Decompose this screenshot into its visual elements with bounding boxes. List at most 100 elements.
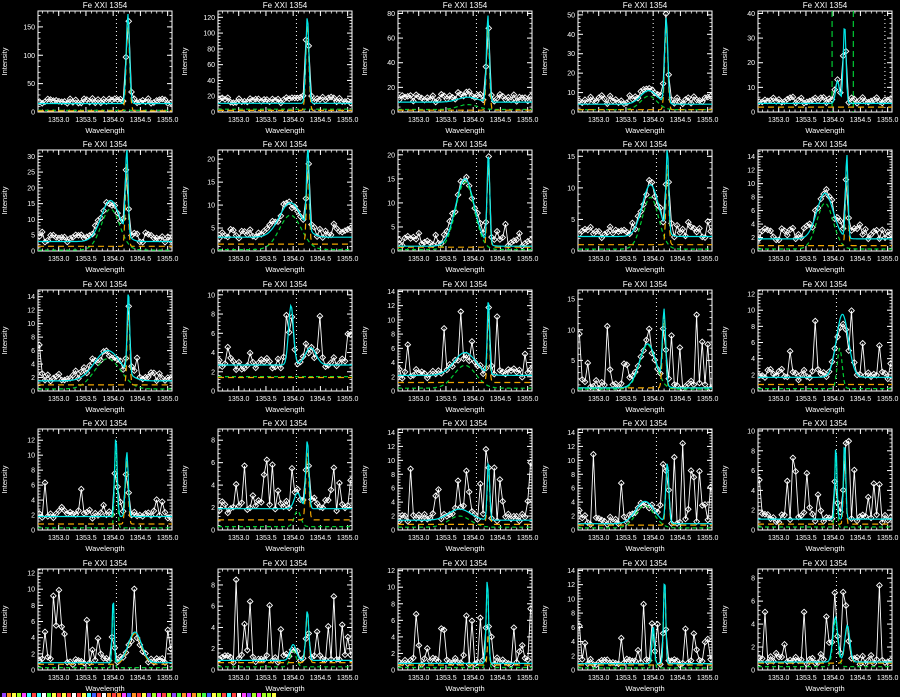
spectrum-panel-r3-c1: Fe XXI 1354 Wavelength Intensity 1353.0 1353…: [180, 418, 360, 557]
x-axis-label: Wavelength: [265, 544, 304, 553]
y-tick-label: 4: [571, 639, 575, 646]
y-tick-label: 4: [571, 500, 575, 507]
x-tick-label: 1353.0: [408, 396, 430, 403]
y-tick-label: 2: [751, 372, 755, 379]
y-tick-label: 0: [751, 249, 755, 256]
x-axis-label: Wavelength: [805, 544, 844, 553]
x-tick-label: 1354.0: [642, 256, 664, 263]
y-tick-label: 10: [567, 458, 575, 465]
color-strip: [2, 692, 276, 697]
y-tick-label: 4: [31, 498, 35, 505]
color-strip-segment: [247, 693, 251, 697]
gaussian-component-green: [758, 202, 892, 250]
y-tick-label: 60: [207, 62, 215, 69]
x-tick-label: 1354.5: [670, 256, 692, 263]
data-diamond-markers: [38, 17, 172, 107]
x-tick-label: 1353.0: [768, 117, 790, 124]
y-tick-label: 0: [751, 528, 755, 535]
gaussian-component-orange: [38, 305, 172, 386]
total-fit-curve: [38, 294, 172, 382]
color-strip-segment: [27, 693, 31, 697]
gaussian-component-orange: [218, 161, 352, 245]
total-fit-curve: [758, 313, 892, 378]
total-fit-curve: [398, 302, 532, 377]
panel-title: Fe XXI 1354: [803, 280, 848, 289]
panel-title: Fe XXI 1354: [83, 559, 128, 568]
x-tick-label: 1355.0: [157, 535, 179, 542]
x-tick-label: 1354.0: [282, 396, 304, 403]
gaussian-component-green: [398, 515, 532, 528]
y-tick-label: 8: [31, 468, 35, 475]
color-strip-segment: [192, 693, 196, 697]
x-tick-label: 1355.0: [877, 535, 899, 542]
x-tick-label: 1353.5: [75, 396, 97, 403]
gaussian-component-green: [38, 358, 172, 390]
y-tick-label: 10: [387, 585, 395, 592]
x-tick-label: 1354.5: [130, 256, 152, 263]
x-tick-label: 1354.0: [282, 117, 304, 124]
panel-title: Fe XXI 1354: [263, 280, 308, 289]
y-tick-label: 10: [27, 321, 35, 328]
color-strip-segment: [127, 693, 131, 697]
x-tick-label: 1354.5: [490, 117, 512, 124]
total-fit-curve: [758, 28, 892, 105]
x-axis-label: Wavelength: [445, 684, 484, 693]
data-diamond-markers: [38, 302, 172, 385]
color-strip-segment: [57, 693, 61, 697]
y-tick-label: 20: [27, 185, 35, 192]
x-tick-label: 1353.5: [255, 396, 277, 403]
y-tick-label: 12: [387, 303, 395, 310]
x-tick-label: 1353.0: [588, 256, 610, 263]
x-tick-label: 1355.0: [157, 117, 179, 124]
total-fit-curve: [398, 15, 532, 103]
y-axis-label: Intensity: [360, 47, 369, 75]
y-tick-label: 20: [387, 152, 395, 159]
y-tick-label: 0: [571, 249, 575, 256]
y-tick-label: 4: [751, 488, 755, 495]
y-tick-label: 2: [751, 235, 755, 242]
y-tick-label: 6: [751, 340, 755, 347]
x-tick-label: 1353.0: [228, 117, 250, 124]
x-tick-label: 1353.5: [615, 256, 637, 263]
total-fit-curve: [38, 13, 172, 105]
panel-title: Fe XXI 1354: [83, 280, 128, 289]
y-axis-label: Intensity: [180, 186, 189, 214]
x-tick-label: 1355.0: [337, 396, 359, 403]
y-tick-label: 100: [23, 53, 35, 60]
color-strip-segment: [217, 693, 221, 697]
x-tick-label: 1353.0: [48, 256, 70, 263]
y-axis-label: Intensity: [180, 465, 189, 493]
panel-title: Fe XXI 1354: [623, 140, 668, 149]
y-tick-label: 8: [751, 195, 755, 202]
y-tick-label: 0: [571, 528, 575, 535]
color-strip-segment: [157, 693, 161, 697]
y-tick-label: 10: [387, 200, 395, 207]
total-fit-curve: [38, 439, 172, 518]
color-strip-segment: [7, 693, 11, 697]
color-strip-segment: [142, 693, 146, 697]
color-strip-segment: [267, 693, 271, 697]
color-strip-segment: [2, 693, 6, 697]
y-tick-label: 8: [211, 582, 215, 589]
color-strip-segment: [82, 693, 86, 697]
color-strip-segment: [107, 693, 111, 697]
x-tick-label: 1354.5: [310, 675, 332, 682]
data-diamond-markers: [38, 469, 172, 522]
x-tick-label: 1353.0: [588, 675, 610, 682]
x-tick-label: 1354.5: [490, 396, 512, 403]
panel-title: Fe XXI 1354: [803, 419, 848, 428]
y-tick-label: 12: [747, 168, 755, 175]
color-strip-segment: [92, 693, 96, 697]
x-tick-label: 1353.0: [48, 117, 70, 124]
spectrum-panel-r2-c1: Fe XXI 1354 Wavelength Intensity 1353.0 1353…: [180, 279, 360, 418]
color-strip-segment: [197, 693, 201, 697]
y-tick-label: 2: [391, 514, 395, 521]
y-tick-label: 6: [391, 618, 395, 625]
panel-title: Fe XXI 1354: [263, 559, 308, 568]
panel-title: Fe XXI 1354: [803, 140, 848, 149]
x-tick-label: 1353.0: [48, 535, 70, 542]
color-strip-segment: [177, 693, 181, 697]
spectrum-panel-r4-c3: Fe XXI 1354 Wavelength Intensity 1353.0 1353…: [540, 558, 720, 697]
y-tick-label: 20: [387, 85, 395, 92]
x-tick-label: 1354.0: [282, 675, 304, 682]
